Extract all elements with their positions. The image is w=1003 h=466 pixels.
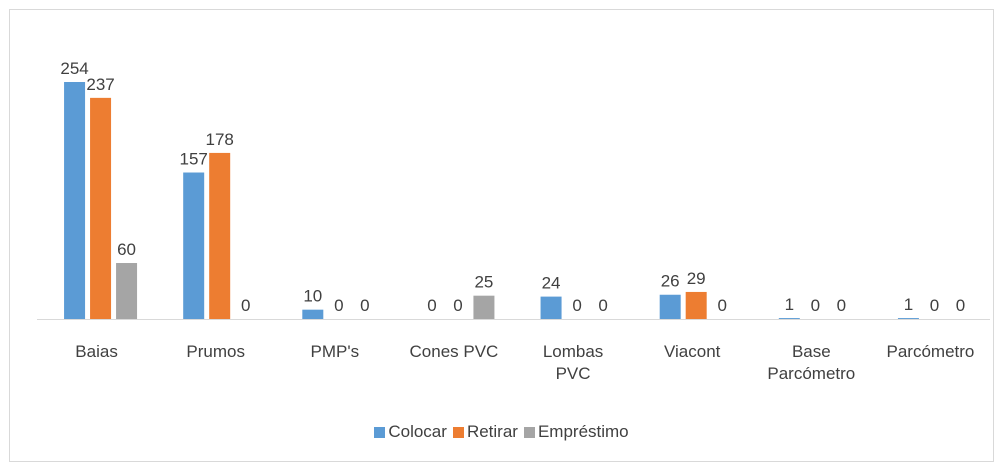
data-label: 60 xyxy=(117,240,136,259)
data-label: 24 xyxy=(542,274,561,293)
data-label: 0 xyxy=(717,296,726,315)
data-label: 0 xyxy=(572,296,581,315)
data-label: 0 xyxy=(930,296,939,315)
bar xyxy=(209,152,231,319)
bar xyxy=(685,291,707,319)
data-label: 0 xyxy=(241,296,250,315)
legend-swatch xyxy=(374,427,386,438)
legend-label: Retirar xyxy=(466,422,518,441)
legend-swatch xyxy=(523,427,535,438)
data-label: 1 xyxy=(785,295,794,314)
x-tick-label: Parcómetro xyxy=(886,342,975,361)
data-label: 0 xyxy=(360,296,369,315)
x-tick-label: Viacont xyxy=(663,342,721,361)
legend-swatch xyxy=(452,427,464,438)
bar xyxy=(473,295,495,319)
legend-label: Empréstimo xyxy=(537,422,629,441)
x-tick-label: Base Parcómetro xyxy=(767,342,856,383)
x-tick-label: Cones PVC xyxy=(409,342,499,361)
legend-item: Retirar xyxy=(452,422,518,442)
data-label: 0 xyxy=(811,296,820,315)
bar xyxy=(90,97,112,319)
data-label: 254 xyxy=(60,59,88,78)
bar xyxy=(659,294,681,319)
data-label: 1 xyxy=(904,295,913,314)
data-label: 157 xyxy=(180,150,208,169)
bar xyxy=(116,263,138,319)
legend-item: Empréstimo xyxy=(523,422,629,442)
data-label: 0 xyxy=(837,296,846,315)
data-label: 0 xyxy=(956,296,965,315)
bar xyxy=(897,318,919,319)
bar xyxy=(302,309,324,319)
bar xyxy=(64,82,86,319)
data-label: 0 xyxy=(427,296,436,315)
data-label: 0 xyxy=(598,296,607,315)
data-label: 237 xyxy=(86,75,114,94)
legend-label: Colocar xyxy=(388,422,447,441)
bar xyxy=(778,318,800,319)
x-tick-label: Prumos xyxy=(186,342,245,361)
chart-border xyxy=(9,9,994,462)
data-label: 0 xyxy=(334,296,343,315)
data-label: 26 xyxy=(661,272,680,291)
legend: Colocar Retirar Empréstimo xyxy=(0,422,1003,442)
data-label: 0 xyxy=(453,296,462,315)
bar xyxy=(183,172,205,319)
data-label: 10 xyxy=(303,287,322,306)
bar xyxy=(540,296,562,319)
data-label: 29 xyxy=(687,269,706,288)
x-tick-label: Lombas PVC xyxy=(542,342,604,383)
data-label: 25 xyxy=(474,273,493,292)
x-tick-label: Baias xyxy=(75,342,118,361)
data-label: 178 xyxy=(206,130,234,149)
legend-item: Colocar xyxy=(374,422,447,442)
x-tick-label: PMP's xyxy=(310,342,360,361)
